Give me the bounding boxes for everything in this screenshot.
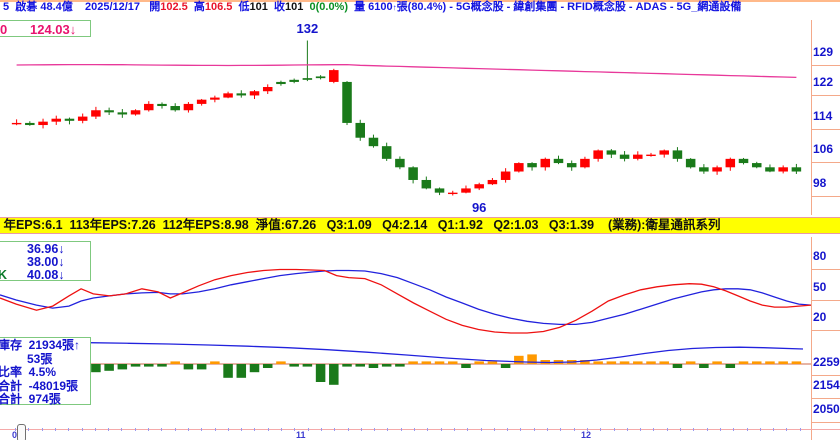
svg-text:132: 132 — [297, 21, 319, 36]
svg-text:96: 96 — [472, 200, 486, 215]
